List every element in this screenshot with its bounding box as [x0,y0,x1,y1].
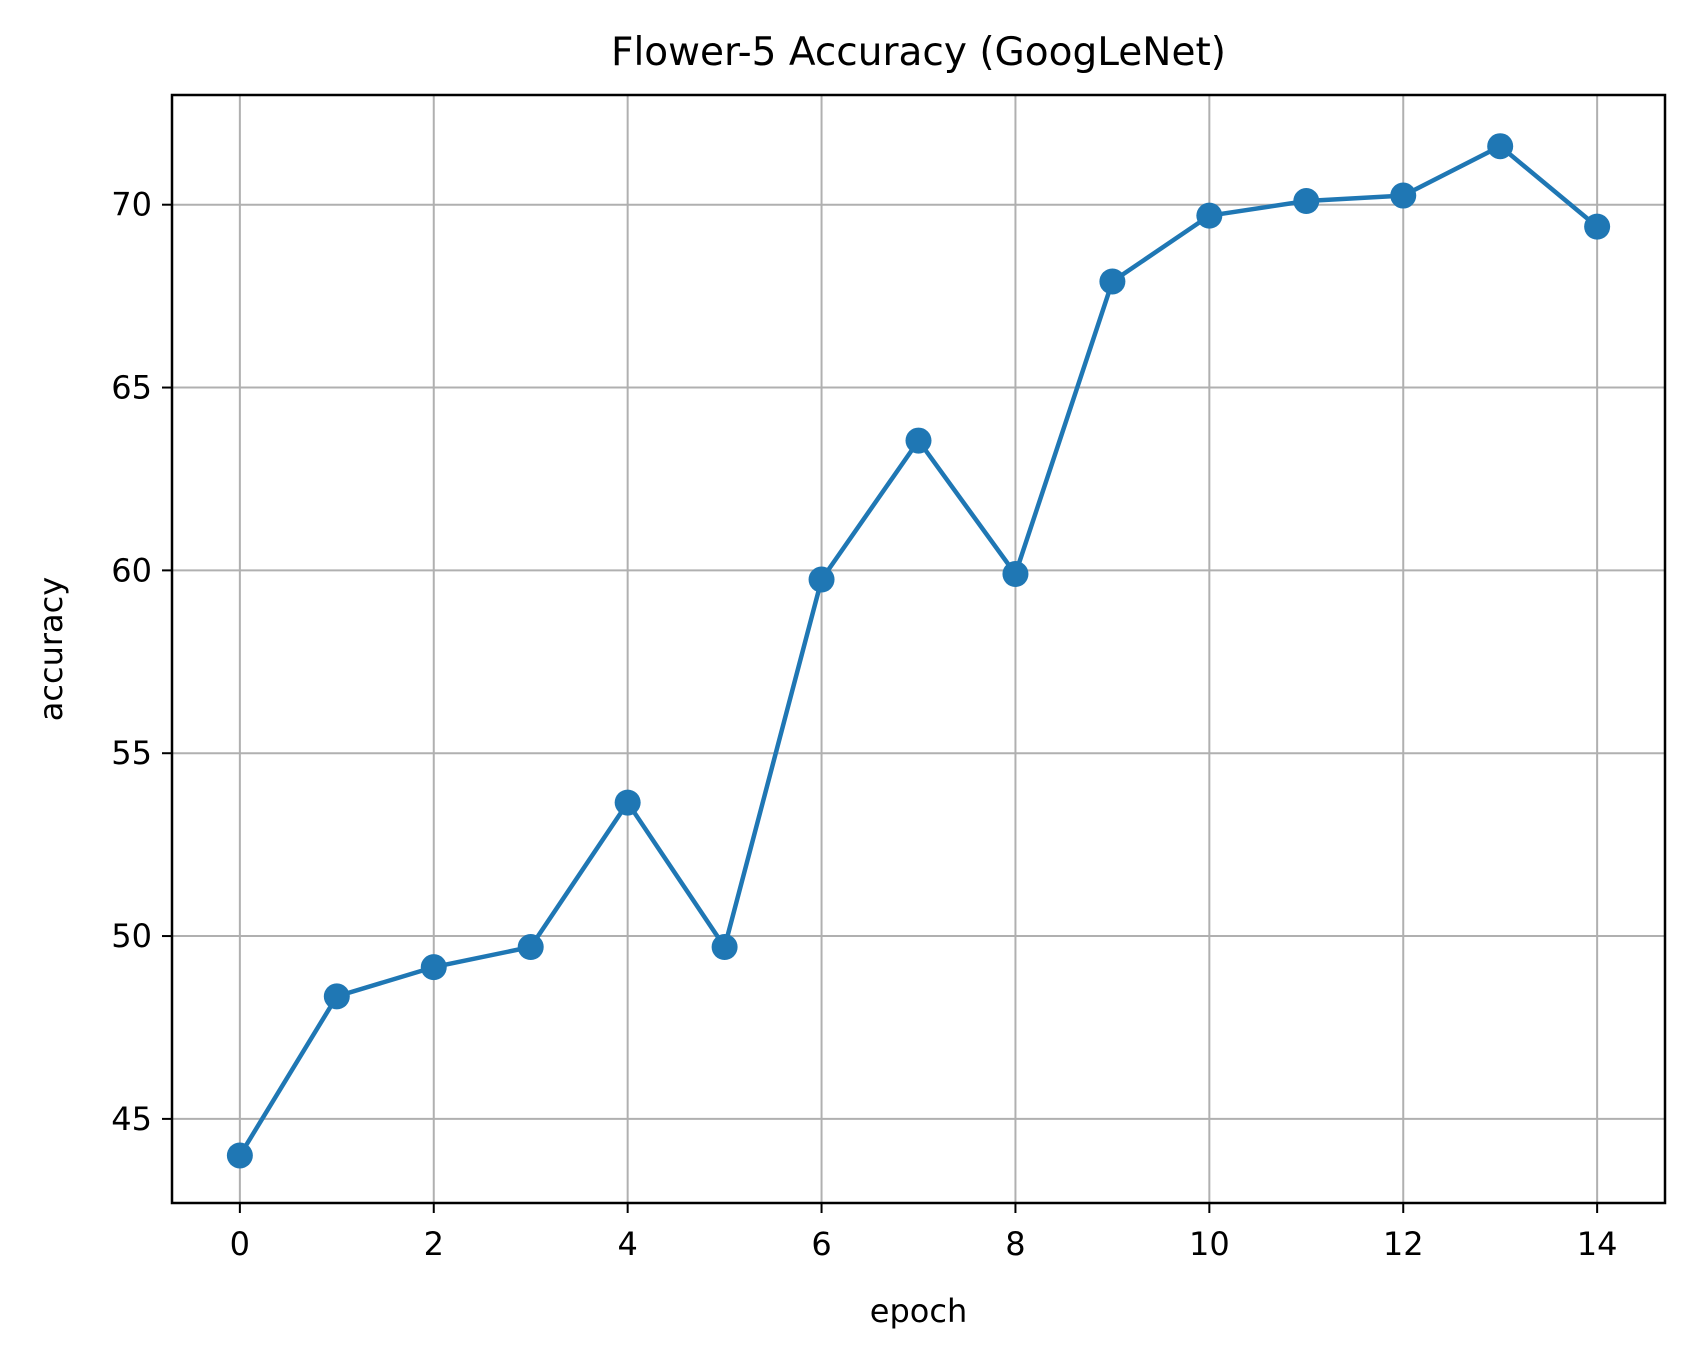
x-axis-label: epoch [870,1292,967,1330]
data-point [808,566,835,593]
data-point [226,1142,253,1169]
data-point [711,934,738,961]
axis-ticks: 0 2 4 6 8 10 12 14 45 50 55 60 65 70 [111,186,1617,1263]
x-tick-label: 4 [617,1225,637,1263]
x-tick-label: 0 [230,1225,250,1263]
y-tick-label: 70 [111,186,152,224]
data-point [1099,268,1126,295]
data-point [323,983,350,1010]
y-tick-label: 55 [111,734,152,772]
data-point [1002,561,1029,588]
x-tick-label: 10 [1189,1225,1230,1263]
y-tick-label: 50 [111,917,152,955]
data-point [614,789,641,816]
grid-lines [172,95,1665,1203]
y-axis-label: accuracy [32,577,70,721]
data-point [1584,213,1611,240]
x-tick-label: 12 [1383,1225,1424,1263]
data-point [1487,133,1514,160]
data-series [226,133,1611,1169]
x-tick-label: 2 [424,1225,444,1263]
data-point [1196,202,1223,229]
x-tick-label: 14 [1577,1225,1618,1263]
axes-frame [170,93,1667,1205]
data-point [1390,182,1417,209]
data-point [420,954,447,981]
y-tick-label: 45 [111,1100,152,1138]
data-point [1293,188,1320,215]
y-tick-label: 65 [111,369,152,407]
y-tick-label: 60 [111,551,152,589]
data-point [517,934,544,961]
x-tick-label: 8 [1005,1225,1025,1263]
series-line [237,143,1600,1158]
chart-title: Flower-5 Accuracy (GoogLeNet) [611,30,1226,75]
x-tick-label: 6 [811,1225,831,1263]
data-point [905,427,932,454]
